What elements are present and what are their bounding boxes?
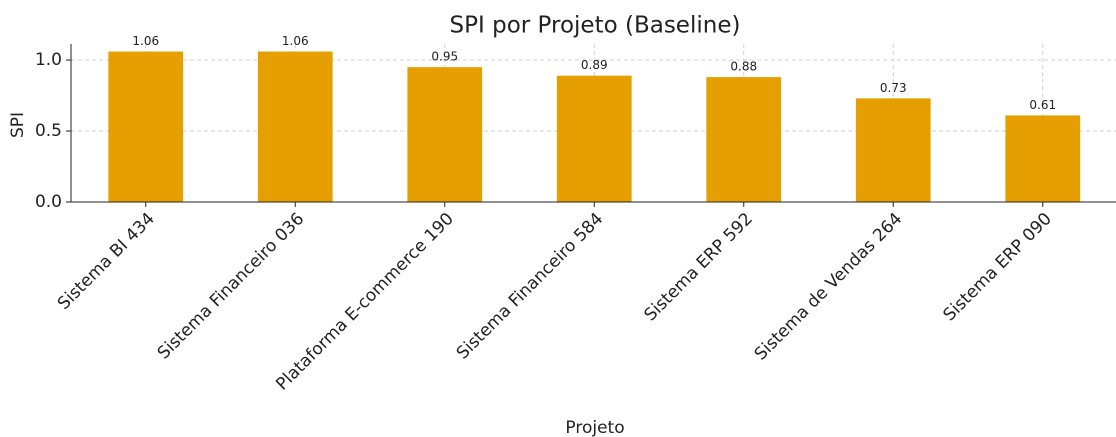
x-tick-label: Sistema Financeiro 584 (453, 209, 608, 364)
y-tick-label: 0.0 (35, 192, 62, 212)
y-tick-label: 0.5 (35, 121, 62, 141)
bar (407, 67, 483, 202)
bar (1005, 115, 1081, 202)
value-label: 0.73 (880, 81, 907, 95)
y-axis-label: SPI (8, 112, 28, 138)
y-tick-label: 1.0 (35, 50, 62, 70)
value-label: 1.06 (132, 34, 159, 48)
x-tick-label: Sistema BI 434 (54, 209, 159, 314)
value-label: 0.89 (581, 58, 608, 72)
value-label: 1.06 (282, 34, 309, 48)
value-label: 0.61 (1029, 98, 1056, 112)
bar (556, 75, 632, 202)
bar (257, 51, 333, 203)
bar (855, 98, 931, 202)
x-tick-label: Plataforma E-commerce 190 (272, 209, 458, 395)
value-label: 0.88 (730, 60, 757, 74)
bar (108, 51, 184, 203)
value-label: 0.95 (431, 50, 458, 64)
x-tick-label: Sistema ERP 090 (939, 209, 1055, 325)
x-axis-label: Projeto (565, 418, 624, 437)
x-tick-label: Sistema ERP 592 (640, 209, 756, 325)
x-tick-label: Sistema de Vendas 264 (751, 209, 907, 365)
bar (706, 77, 782, 202)
x-tick-label: Sistema Financeiro 036 (154, 209, 309, 364)
chart-title: SPI por Projeto (Baseline) (450, 13, 741, 39)
